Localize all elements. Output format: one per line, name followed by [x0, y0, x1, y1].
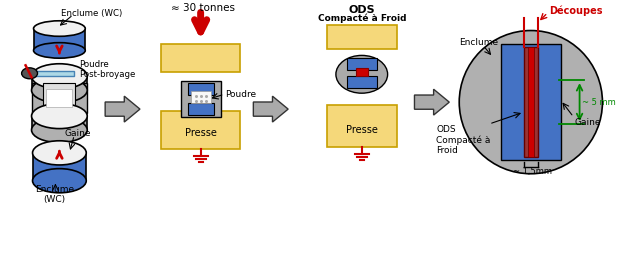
Bar [181, 81, 221, 117]
Ellipse shape [32, 169, 86, 193]
Bar [501, 44, 560, 160]
Bar [347, 76, 377, 88]
Text: Compacté à Froid: Compacté à Froid [318, 14, 406, 23]
Text: ≈ 30 tonnes: ≈ 30 tonnes [171, 3, 235, 13]
Text: Gaine: Gaine [65, 130, 91, 139]
Text: Gaine: Gaine [574, 117, 601, 126]
Bar [32, 116, 87, 130]
Text: ODS
Compacté à
Froid: ODS Compacté à Froid [436, 125, 491, 155]
Bar [30, 71, 74, 76]
Bar [347, 58, 377, 70]
Text: Enclume: Enclume [459, 38, 498, 47]
Circle shape [459, 31, 602, 174]
Bar [356, 68, 368, 76]
Bar [161, 111, 240, 149]
Bar [188, 103, 214, 115]
Text: ODS: ODS [349, 5, 375, 15]
Text: Enclume
(WC): Enclume (WC) [35, 185, 74, 204]
Bar [191, 91, 210, 103]
Bar [188, 83, 214, 95]
Text: Enclume (WC): Enclume (WC) [61, 9, 122, 18]
Bar [32, 76, 87, 90]
Ellipse shape [22, 68, 37, 79]
Ellipse shape [336, 56, 387, 93]
Ellipse shape [32, 117, 87, 143]
Ellipse shape [34, 21, 85, 36]
Text: Poudre: Poudre [226, 90, 257, 99]
Bar [524, 48, 538, 157]
Bar [327, 25, 397, 49]
Text: ~ 5 mm: ~ 5 mm [581, 98, 616, 107]
Bar [32, 83, 87, 113]
Polygon shape [105, 96, 140, 122]
Bar [32, 153, 86, 181]
Bar [528, 48, 534, 157]
Text: Presse: Presse [184, 128, 217, 138]
Polygon shape [415, 89, 450, 115]
Bar [46, 89, 72, 107]
Ellipse shape [32, 78, 87, 103]
Bar [161, 44, 240, 72]
Text: Presse: Presse [346, 125, 378, 135]
Text: Découpes: Découpes [549, 5, 602, 16]
Text: Poudre
Post-broyage: Poudre Post-broyage [79, 60, 136, 79]
Text: ~ 1,5mm: ~ 1,5mm [514, 167, 552, 176]
Bar [34, 29, 85, 50]
Bar [44, 83, 75, 113]
Ellipse shape [32, 141, 86, 165]
Polygon shape [254, 96, 288, 122]
Ellipse shape [32, 64, 87, 89]
Ellipse shape [32, 104, 87, 128]
Bar [327, 105, 397, 147]
Ellipse shape [34, 43, 85, 58]
